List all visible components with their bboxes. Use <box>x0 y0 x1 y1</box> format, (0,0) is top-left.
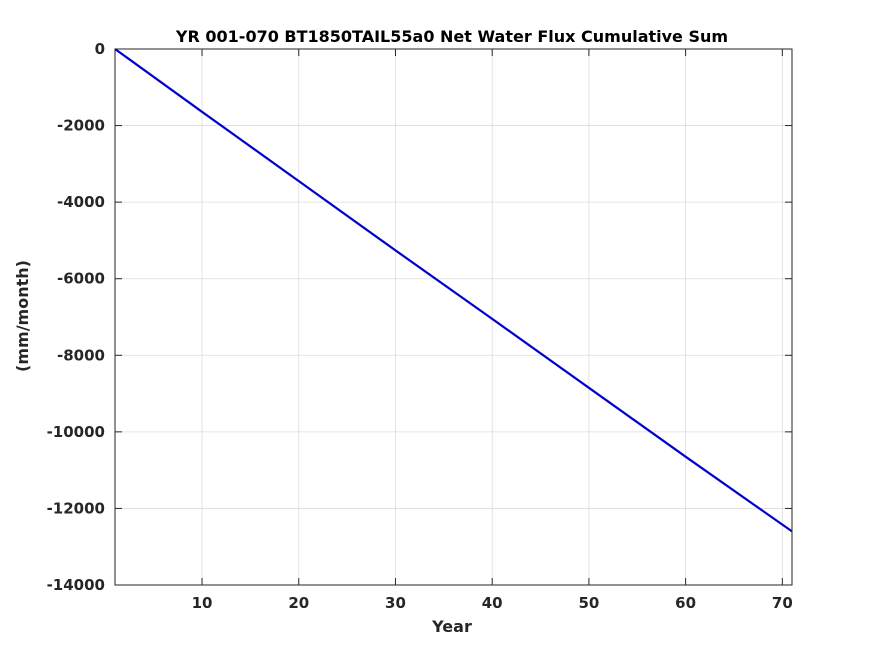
y-tick-label: -4000 <box>57 193 105 211</box>
x-tick-label: 30 <box>385 594 406 612</box>
plot-area-frame <box>114 48 793 586</box>
y-axis-label: (mm/month) <box>13 260 32 372</box>
y-tick-label: -12000 <box>47 499 105 517</box>
x-tick-label: 50 <box>578 594 599 612</box>
tick-marks <box>115 48 792 586</box>
grid-lines <box>115 48 792 586</box>
x-tick-label: 40 <box>482 594 503 612</box>
series-group <box>114 48 793 533</box>
y-tick-label: -6000 <box>57 270 105 288</box>
y-tick-label: -8000 <box>57 346 105 364</box>
y-tick-label: 0 <box>95 40 105 58</box>
x-tick-label: 70 <box>772 594 793 612</box>
x-tick-label: 20 <box>288 594 309 612</box>
y-tick-labels: 0 -2000 -4000 -6000 -8000 -10000 -12000 -14000 <box>47 40 105 594</box>
y-tick-label: -2000 <box>57 117 105 135</box>
y-tick-label: -14000 <box>47 576 105 594</box>
chart-title: YR 001-070 BT1850TAIL55a0 Net Water Flux… <box>175 27 728 46</box>
y-tick-label: -10000 <box>47 423 105 441</box>
x-axis-label: Year <box>431 617 472 636</box>
series-line <box>114 48 793 533</box>
x-tick-labels: 10 20 30 40 50 60 70 <box>192 594 793 612</box>
x-tick-label: 60 <box>675 594 696 612</box>
x-tick-label: 10 <box>192 594 213 612</box>
